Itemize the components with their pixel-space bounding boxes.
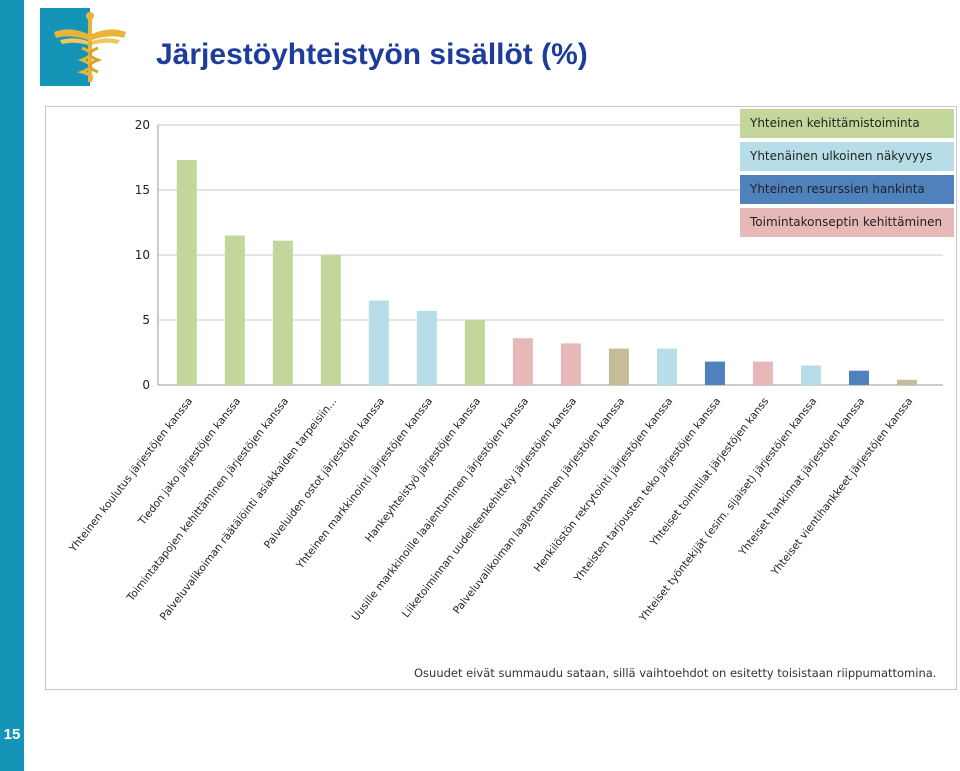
y-tick-label: 0 [142,378,150,392]
x-tick-label: Tiedon jako järjestöjen kanssa [136,395,243,528]
bar [848,370,869,385]
x-tick-label: Yhteiset työntekijät (esim. sijaiset) jä… [637,395,820,624]
bar [560,343,581,385]
x-tick-label: Uusille markkinoille laajentuminen järje… [350,395,532,623]
bar [608,348,629,385]
caduceus-logo-icon [40,8,132,86]
bar [704,361,725,385]
legend-item: Yhtenäinen ulkoinen näkyvyys [740,142,954,171]
y-tick-label: 15 [135,183,150,197]
legend-item: Yhteinen resurssien hankinta [740,175,954,204]
legend-item: Yhteinen kehittämistoiminta [740,109,954,138]
bar [464,320,485,385]
x-tick-label: Palveluvalikoiman laajentaminen järjestö… [451,395,627,616]
x-tick-label: Toimintatapojen kehittäminen järjestöjen… [124,395,291,604]
page-number: 15 [3,726,21,743]
bar [320,255,341,385]
legend-item: Toimintakonseptin kehittäminen [740,208,954,237]
chart-frame: 0 5 10 15 20 Yhteinen koulutus järjestöjen ka… [45,106,957,690]
bar [752,361,773,385]
x-tick-label: Liiketoiminnan uudelleenkehittely järjes… [400,395,579,620]
chart-footnote: Osuudet eivät summaudu sataan, sillä vai… [414,666,937,680]
slide-title: Järjestöyhteistyön sisällöt (%) [156,38,588,71]
bar [224,235,245,385]
bar [272,240,293,385]
side-accent-bar [0,0,24,771]
bar [368,300,389,385]
y-tick-label: 10 [135,248,150,262]
bar [176,160,197,385]
x-tick-label: Palveluvalikoiman räätälöinti asiakkaide… [158,395,339,622]
bar [656,348,677,385]
bar [512,338,533,385]
bar [800,365,821,385]
bar [896,379,917,385]
y-tick-label: 5 [142,313,150,327]
y-tick-label: 20 [135,118,150,132]
chart-legend: Yhteinen kehittämistoiminta Yhtenäinen ul… [740,109,954,241]
bar [416,310,437,385]
